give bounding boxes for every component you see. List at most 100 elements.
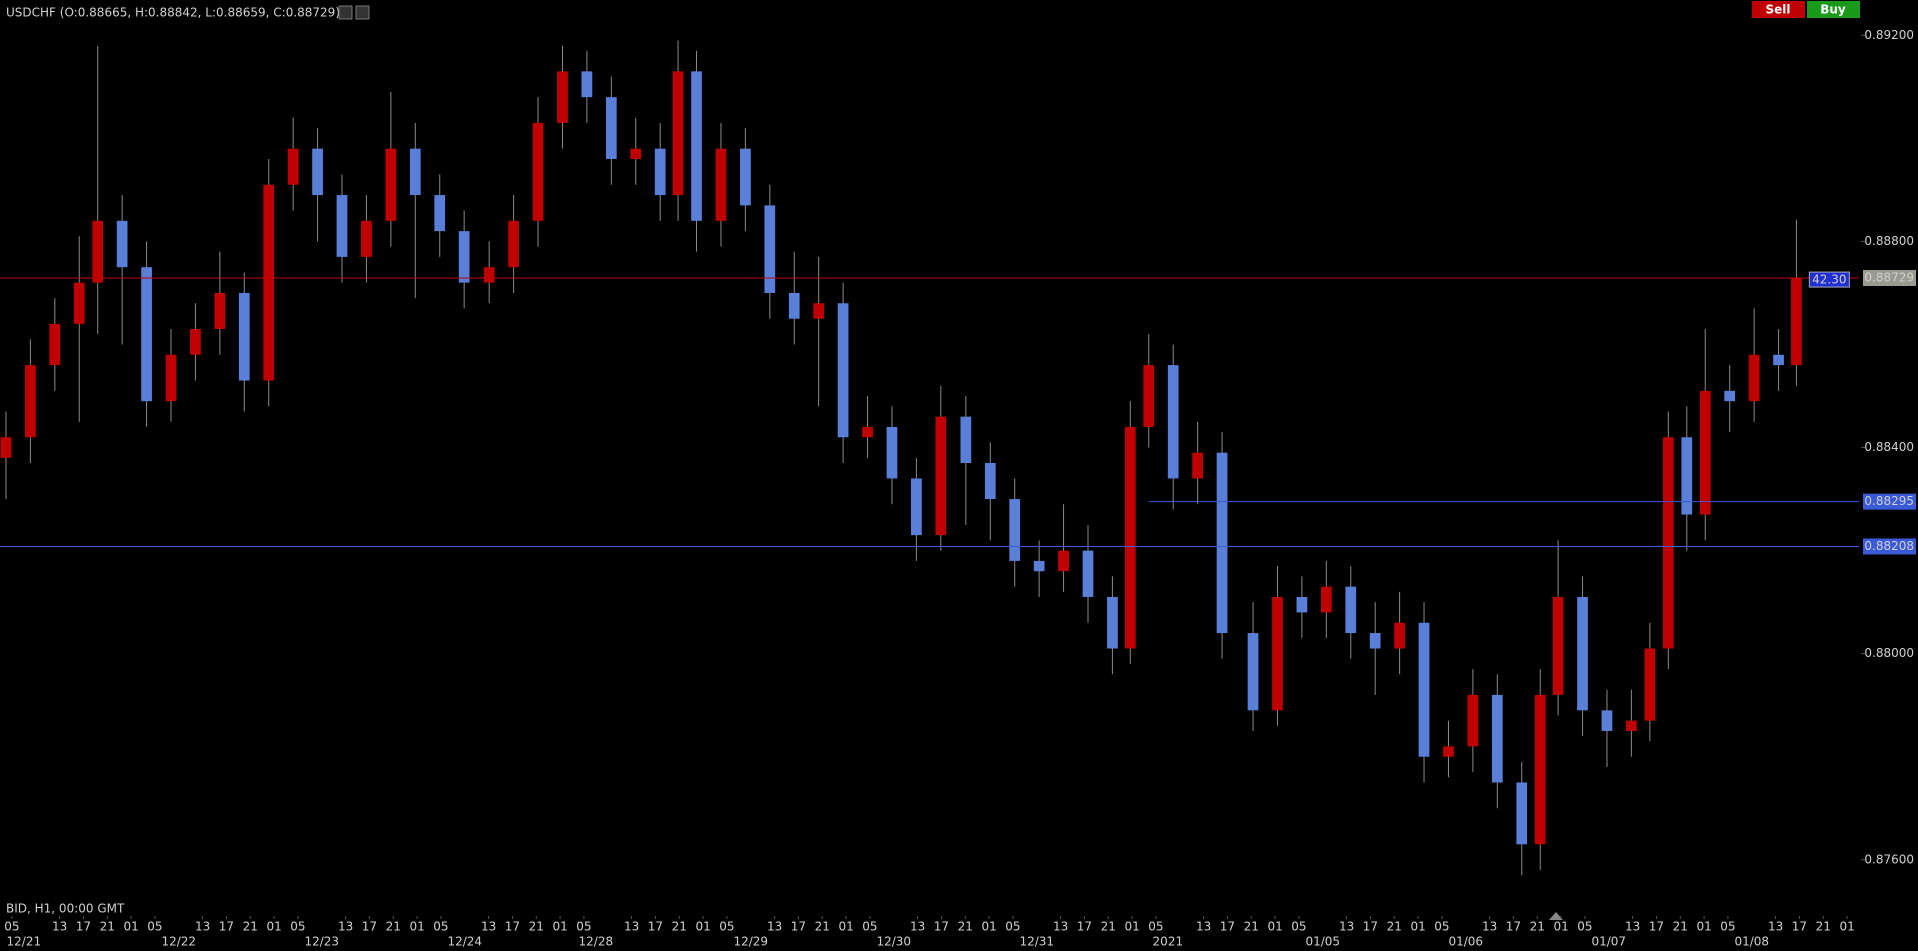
x-tick-label: 01 [1839, 920, 1854, 934]
date-label: 12/22 [161, 935, 196, 949]
x-tick-label: 01 [1124, 920, 1139, 934]
candle-body [1082, 550, 1094, 597]
candle-body [1773, 354, 1784, 366]
candle-body [691, 71, 702, 221]
settings-icon[interactable] [338, 5, 353, 20]
x-tick-label: 17 [1077, 920, 1092, 934]
tag-label: 42.30 [1812, 273, 1846, 287]
x-tick-label: 17 [791, 920, 806, 934]
date-label: 01/08 [1734, 935, 1769, 949]
x-tick-label: 01 [695, 920, 710, 934]
x-tick-label: 21 [1673, 920, 1688, 934]
candle-body [92, 220, 104, 283]
date-label: 12/31 [1019, 935, 1054, 949]
candle-body [1320, 586, 1332, 613]
candle-body [165, 354, 177, 402]
x-tick-label: 13 [1339, 920, 1354, 934]
candle-body [1009, 499, 1021, 561]
x-tick-label: 13 [52, 920, 67, 934]
x-tick-label: 01 [409, 920, 424, 934]
y-tick-label: 0.88400 [1864, 440, 1914, 454]
buy-label[interactable]: Buy [1820, 3, 1846, 17]
date-label: 12/28 [579, 935, 614, 949]
x-tick-label: 21 [243, 920, 258, 934]
x-tick-label: 01 [123, 920, 138, 934]
x-tick-label: 17 [76, 920, 91, 934]
x-tick-label: 01 [1696, 920, 1711, 934]
candle-body [385, 148, 397, 221]
candle-body [984, 463, 996, 500]
x-tick-label: 17 [934, 920, 949, 934]
x-tick-label: 21 [958, 920, 973, 934]
candle-body [1601, 710, 1613, 731]
candle-body [214, 292, 226, 330]
y-tick-label: 0.87600 [1864, 852, 1914, 866]
date-label: 12/21 [7, 935, 42, 949]
candle-body [862, 426, 873, 438]
candle-body [837, 303, 849, 438]
candle-body [581, 71, 593, 98]
price-level-box [1863, 270, 1916, 287]
candle-body [73, 282, 85, 324]
x-tick-label: 17 [362, 920, 377, 934]
candle-body [532, 122, 544, 221]
x-tick-label: 17 [1363, 920, 1378, 934]
candle-body [813, 303, 825, 319]
date-label: 01/05 [1305, 935, 1340, 949]
candle-body [49, 323, 61, 366]
candle-body [886, 426, 898, 479]
x-tick-label: 17 [1649, 920, 1664, 934]
y-tick-label: 0.89200 [1864, 28, 1914, 42]
candle-body [960, 416, 972, 463]
x-tick-label: 01 [266, 920, 281, 934]
x-tick-label: 13 [1482, 920, 1497, 934]
candle-body [1369, 633, 1381, 649]
candle-body [1247, 633, 1259, 711]
x-tick-label: 13 [624, 920, 639, 934]
candle-body [672, 71, 684, 196]
candle-body [1033, 560, 1045, 572]
chart-subtitle: BID, H1, 00:00 GMT [6, 902, 125, 916]
x-tick-label: 21 [100, 920, 115, 934]
candle-body [788, 292, 800, 319]
price-level-box [1863, 493, 1916, 510]
x-tick-label: 13 [1196, 920, 1211, 934]
candle-body [1724, 390, 1736, 402]
price-level-box [1863, 538, 1916, 555]
date-label: 12/29 [733, 935, 768, 949]
sell-button[interactable] [1752, 1, 1805, 18]
x-tick-label: 05 [862, 920, 877, 934]
x-tick-label: 17 [219, 920, 234, 934]
x-tick-label: 05 [1720, 920, 1735, 934]
sell-label[interactable]: Sell [1765, 3, 1790, 17]
settings-icon[interactable] [355, 5, 370, 20]
candle-body [1394, 622, 1405, 649]
candle-body [1345, 586, 1357, 634]
candle-body [1681, 437, 1693, 515]
candle-body [287, 148, 299, 185]
candle-body [764, 205, 776, 293]
date-label: 12/24 [447, 935, 482, 949]
x-tick-label: 17 [648, 920, 663, 934]
x-tick-label: 05 [576, 920, 591, 934]
x-tick-label: 05 [719, 920, 734, 934]
x-tick-label: 13 [910, 920, 925, 934]
candle-body [1467, 694, 1479, 747]
candle-body [312, 148, 323, 196]
candle-body [935, 416, 947, 536]
buy-button[interactable] [1807, 1, 1860, 18]
price-level-label: 0.88295 [1864, 494, 1914, 508]
x-tick-label: 01 [838, 920, 853, 934]
candle-body [0, 437, 12, 458]
date-label: 01/06 [1448, 935, 1483, 949]
candle-body [1418, 622, 1430, 757]
chart-title: USDCHF (O:0.88665, H:0.88842, L:0.88659,… [6, 6, 340, 20]
candle-body [1491, 694, 1503, 783]
price-level-label: 0.88729 [1864, 271, 1914, 285]
candle-body [605, 97, 617, 159]
x-tick-label: 21 [1530, 920, 1545, 934]
x-tick-label: 17 [1506, 920, 1521, 934]
x-tick-label: 05 [290, 920, 305, 934]
x-tick-label: 05 [1291, 920, 1306, 934]
